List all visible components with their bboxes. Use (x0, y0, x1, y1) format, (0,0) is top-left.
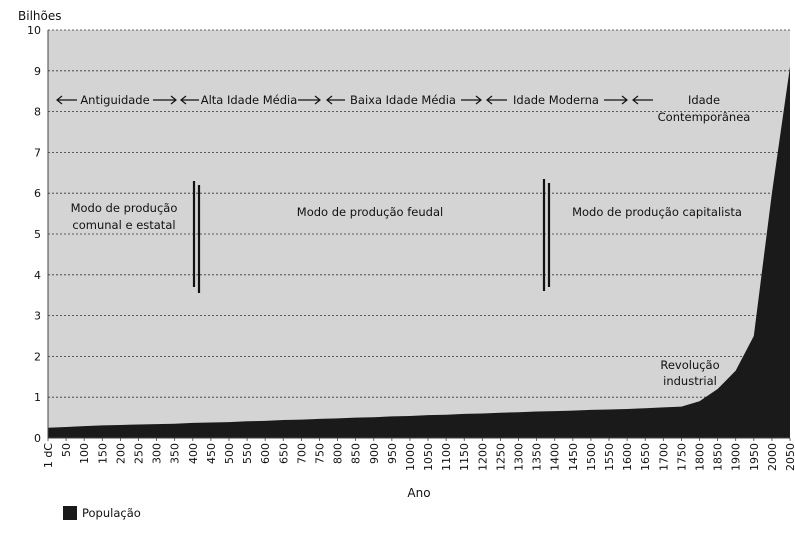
period-label-modern-age: Idade Moderna (513, 93, 599, 107)
x-tick-label: 750 (313, 443, 326, 464)
y-tick-label: 10 (27, 24, 41, 37)
y-tick-label: 1 (34, 391, 41, 404)
x-tick-label: 1500 (585, 443, 598, 471)
x-tick-label: 350 (169, 443, 182, 464)
x-tick-label: 850 (350, 443, 363, 464)
x-tick-label: 1200 (476, 443, 489, 471)
x-tick-label: 550 (241, 443, 254, 464)
x-tick-label: 1150 (458, 443, 471, 471)
mode-label-communal: Modo de produção comunal e estatal (71, 201, 178, 232)
y-tick-label: 7 (34, 146, 41, 159)
y-tick-label: 4 (34, 269, 41, 282)
y-tick-label: 8 (34, 106, 41, 119)
x-tick-label: 1950 (748, 443, 761, 471)
x-tick-label: 2000 (766, 443, 779, 471)
y-tick-label: 9 (34, 65, 41, 78)
y-tick-label: 2 (34, 350, 41, 363)
x-tick-label: 1450 (567, 443, 580, 471)
y-tick-label: 3 (34, 310, 41, 323)
x-tick-label: 450 (205, 443, 218, 464)
x-tick-label: 800 (332, 443, 345, 464)
x-tick-label: 900 (368, 443, 381, 464)
y-tick-label: 5 (34, 228, 41, 241)
x-tick-label: 150 (96, 443, 109, 464)
y-tick-label: 0 (34, 432, 41, 445)
x-tick-label: 100 (78, 443, 91, 464)
x-tick-label: 700 (295, 443, 308, 464)
period-arrows (56, 95, 653, 105)
period-label-high-middle-ages: Alta Idade Média (201, 93, 298, 107)
y-tick-label: 6 (34, 187, 41, 200)
x-tick-labels: 1 dC 50 100 150 200 250 300 350 400 450 500 550 600 6… (42, 438, 795, 471)
x-tick-label: 1650 (639, 443, 652, 471)
x-tick-label: 1600 (621, 443, 634, 471)
x-tick-label: 1800 (694, 443, 707, 471)
legend-swatch (63, 506, 77, 520)
legend-label: População (82, 506, 141, 520)
x-tick-label: 500 (223, 443, 236, 464)
period-label-antiquity: Antiguidade (80, 93, 149, 107)
event-label-industrial-revolution: Revolução industrial (660, 358, 719, 388)
x-tick-label: 1750 (675, 443, 688, 471)
period-label-low-middle-ages: Baixa Idade Média (350, 93, 456, 107)
y-axis-title: Bilhões (18, 9, 61, 23)
x-tick-label: 2050 (784, 443, 795, 471)
x-tick-label: 300 (151, 443, 164, 464)
x-tick-label: 250 (132, 443, 145, 464)
x-tick-label: 1900 (730, 443, 743, 471)
x-tick-label: 600 (259, 443, 272, 464)
x-tick-label: 1100 (440, 443, 453, 471)
x-axis-title: Ano (407, 486, 430, 500)
x-tick-label: 1250 (494, 443, 507, 471)
x-tick-label: 1050 (422, 443, 435, 471)
mode-label-feudal: Modo de produção feudal (297, 205, 443, 219)
mode-label-capitalist: Modo de produção capitalista (572, 205, 742, 219)
mode-divider-1 (192, 181, 201, 293)
x-tick-label: 950 (386, 443, 399, 464)
population-area (48, 66, 790, 438)
x-tick-label: 1400 (549, 443, 562, 471)
x-tick-label: 400 (187, 443, 200, 464)
mode-divider-2 (542, 179, 551, 291)
x-tick-label: 1 dC (42, 443, 55, 468)
x-tick-label: 1700 (657, 443, 670, 471)
period-label-contemporary-age: Idade Contemporânea (658, 93, 751, 124)
x-tick-label: 1350 (531, 443, 544, 471)
x-tick-label: 1000 (404, 443, 417, 471)
x-tick-label: 1550 (603, 443, 616, 471)
y-tick-labels: 0 1 2 3 4 5 6 7 8 9 10 (27, 24, 41, 445)
x-tick-label: 650 (277, 443, 290, 464)
x-tick-label: 50 (60, 443, 73, 457)
x-tick-label: 200 (114, 443, 127, 464)
x-tick-label: 1850 (712, 443, 725, 471)
x-tick-label: 1300 (513, 443, 526, 471)
plot-background (48, 30, 790, 438)
